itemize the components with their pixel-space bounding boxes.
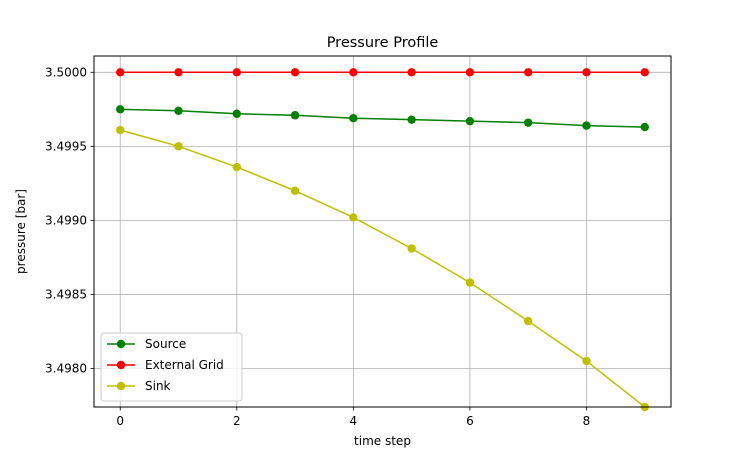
y-axis-label: pressure [bar] xyxy=(14,189,28,274)
series-line xyxy=(120,129,646,408)
x-tick-label: 8 xyxy=(583,414,591,428)
x-tick-label: 6 xyxy=(466,414,474,428)
data-point xyxy=(582,356,591,366)
y-axis: 3.4980 3.4985 3.4990 3.4995 3.5000 xyxy=(45,65,94,375)
legend-swatch-marker xyxy=(116,360,126,370)
y-tick-label: 3.4995 xyxy=(45,139,87,153)
series-layer xyxy=(116,68,649,412)
data-point xyxy=(640,68,649,77)
legend-label: External Grid xyxy=(145,358,224,372)
legend-swatch-marker xyxy=(116,339,126,349)
data-point xyxy=(524,316,533,326)
y-tick-label: 3.4980 xyxy=(45,361,87,375)
chart-title: Pressure Profile xyxy=(327,35,439,51)
data-point xyxy=(407,68,416,77)
data-point xyxy=(640,122,649,132)
x-axis-label: time step xyxy=(354,434,411,448)
y-tick-label: 3.5000 xyxy=(45,65,87,79)
y-tick-label: 3.4990 xyxy=(45,213,87,227)
series-sink xyxy=(116,125,649,412)
x-axis: 0 2 4 6 8 xyxy=(116,407,590,428)
data-point xyxy=(349,213,358,222)
plot-frame xyxy=(93,55,672,408)
legend-item: Source xyxy=(107,337,186,351)
y-tick-label: 3.4985 xyxy=(45,287,87,301)
data-point xyxy=(465,116,475,126)
legend-swatch-marker xyxy=(116,381,126,391)
data-point xyxy=(174,68,183,77)
data-point xyxy=(290,68,300,77)
data-point xyxy=(582,121,591,130)
legend: Source External Grid Sink xyxy=(100,332,243,402)
x-tick-label: 2 xyxy=(233,414,241,428)
legend-label: Sink xyxy=(145,379,171,393)
data-point xyxy=(524,68,533,77)
data-point xyxy=(465,68,475,77)
data-point xyxy=(174,142,183,151)
data-point xyxy=(465,278,475,287)
data-point xyxy=(116,68,125,77)
data-point xyxy=(290,186,300,195)
series-source xyxy=(116,105,649,132)
legend-item: Sink xyxy=(107,379,171,393)
data-point xyxy=(349,68,358,77)
data-point xyxy=(174,106,183,115)
series-line xyxy=(120,108,645,128)
series-external-grid xyxy=(116,68,649,77)
data-point xyxy=(524,118,533,127)
data-point xyxy=(232,109,241,118)
data-point xyxy=(232,162,241,172)
data-point xyxy=(407,115,416,124)
legend-box xyxy=(100,332,243,402)
data-point xyxy=(407,244,416,253)
data-point xyxy=(116,105,125,114)
x-tick-label: 4 xyxy=(350,414,358,428)
data-point xyxy=(582,68,591,77)
x-tick-label: 0 xyxy=(116,414,124,428)
data-point xyxy=(290,111,300,120)
data-point xyxy=(232,68,241,77)
legend-label: Source xyxy=(145,337,186,351)
data-point xyxy=(116,125,125,135)
data-point xyxy=(349,114,358,123)
legend-item: External Grid xyxy=(107,358,224,372)
